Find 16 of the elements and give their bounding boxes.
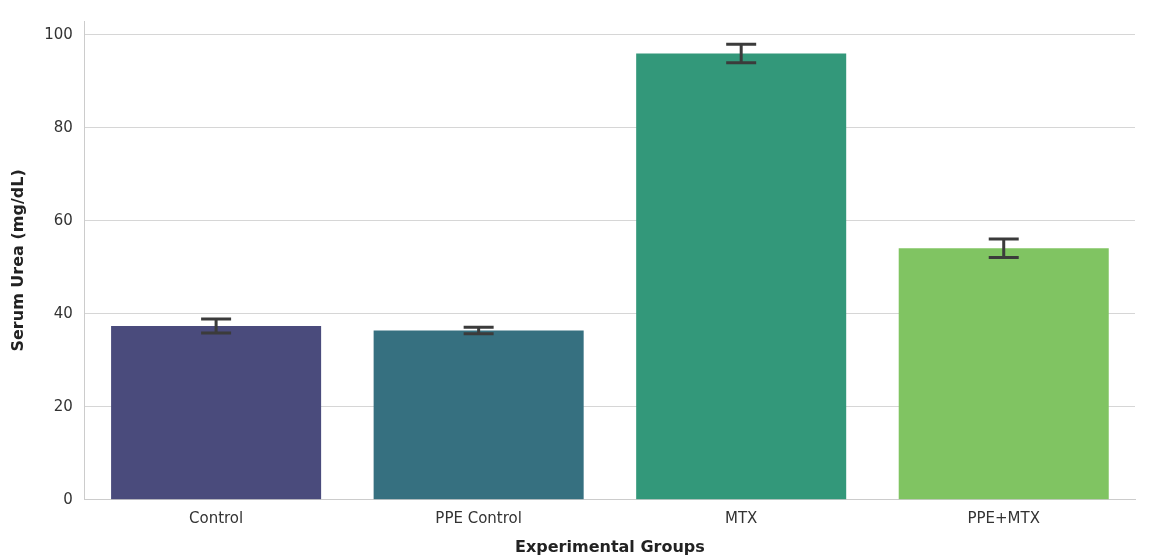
x-tick-label: PPE Control — [435, 508, 522, 527]
y-tick-label: 100 — [44, 24, 73, 43]
x-tick-label: Control — [188, 508, 244, 527]
y-tick-label: 0 — [63, 489, 73, 508]
y-tick-label: 80 — [53, 117, 73, 136]
x-tick-label: MTX — [724, 508, 758, 527]
y-tick-label: 40 — [53, 303, 73, 322]
y-tick-label: 60 — [53, 210, 73, 229]
x-axis-title: Experimental Groups — [515, 536, 705, 556]
bar — [373, 330, 584, 500]
y-tick-label: 20 — [53, 396, 73, 415]
bar — [636, 53, 847, 500]
y-axis-title: Serum Urea (mg/dL) — [7, 169, 27, 352]
bar — [898, 248, 1109, 500]
bar — [111, 325, 322, 500]
x-tick-label: PPE+MTX — [967, 508, 1040, 527]
